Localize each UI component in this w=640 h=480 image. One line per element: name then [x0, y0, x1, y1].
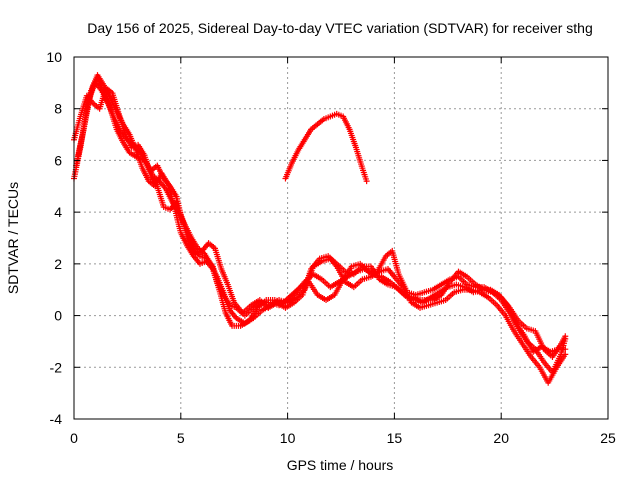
- data-point: [562, 346, 569, 353]
- y-tick-label: 6: [54, 152, 62, 168]
- axis-ticks: 0 5 10 15 20 25 -4 -2 0 2 4 6 8 10: [46, 49, 616, 446]
- x-tick-label: 20: [493, 430, 509, 446]
- y-tick-label: 2: [54, 256, 62, 272]
- y-tick-label: 4: [54, 204, 62, 220]
- data-point: [363, 178, 370, 185]
- x-axis-label: GPS time / hours: [287, 457, 394, 473]
- grid: [74, 57, 608, 419]
- data-point: [562, 333, 569, 340]
- y-tick-label: 0: [54, 308, 62, 324]
- chart-title: Day 156 of 2025, Sidereal Day-to-day VTE…: [87, 20, 593, 36]
- y-tick-label: 8: [54, 101, 62, 117]
- plot-frame: [73, 56, 609, 420]
- x-tick-label: 10: [280, 430, 296, 446]
- series-track-d: [71, 85, 569, 355]
- data-series: [71, 72, 569, 386]
- data-point: [562, 351, 569, 358]
- y-tick-label: 10: [46, 49, 62, 65]
- y-tick-label: -2: [50, 359, 63, 375]
- x-tick-label: 5: [177, 430, 185, 446]
- series-arc: [282, 110, 370, 185]
- x-tick-label: 0: [70, 430, 78, 446]
- x-tick-label: 25: [600, 430, 616, 446]
- x-tick-label: 15: [387, 430, 403, 446]
- y-axis-label: SDTVAR / TECUs: [5, 182, 21, 294]
- y-tick-label: -4: [50, 411, 63, 427]
